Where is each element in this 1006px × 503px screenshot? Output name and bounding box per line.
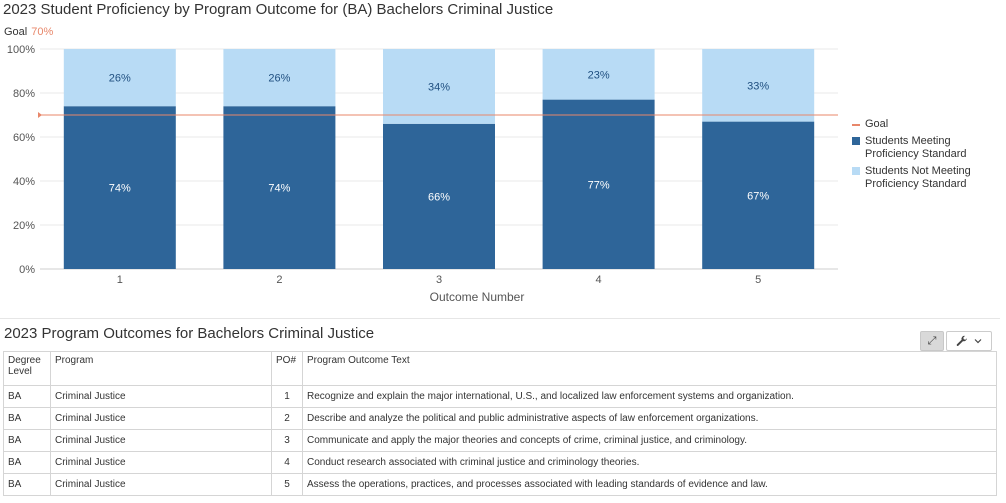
legend-item-meeting[interactable]: Students Meeting Proficiency Standard [852,135,985,161]
y-tick-label: 60% [13,132,35,144]
cell-degree-level: BA [3,451,51,474]
y-tick-label: 40% [13,176,35,188]
y-tick-label: 80% [13,88,35,100]
bar-meeting [383,123,495,269]
expand-icon: ⤢ [927,334,937,347]
data-label: 67% [747,190,769,202]
table-row: BA Criminal Justice 1 Recognize and expl… [3,385,997,408]
wrench-icon [956,335,967,346]
cell-program: Criminal Justice [50,407,272,430]
table-header-row: Degree Level Program PO# Program Outcome… [3,351,997,386]
header-program[interactable]: Program [50,351,272,386]
data-label: 77% [588,179,610,191]
cell-outcome-text: Conduct research associated with crimina… [302,451,997,474]
chart-title: 2023 Student Proficiency by Program Outc… [3,1,554,18]
legend-meeting-label: Students Meeting Proficiency Standard [865,135,967,160]
cell-program: Criminal Justice [50,385,272,408]
tools-dropdown-button[interactable] [946,331,992,351]
cell-po: 4 [271,451,303,474]
data-label: 23% [588,69,610,81]
goal-label-text: Goal [4,26,28,38]
cell-po: 2 [271,407,303,430]
chevron-down-icon [974,339,982,344]
cell-program: Criminal Justice [50,429,272,452]
legend-not-meeting-label: Students Not Meeting Proficiency Standar… [865,165,971,190]
legend-item-not-meeting[interactable]: Students Not Meeting Proficiency Standar… [852,165,985,191]
x-tick-label: 1 [117,274,123,286]
cell-outcome-text: Assess the operations, practices, and pr… [302,473,997,496]
table-row: BA Criminal Justice 2 Describe and analy… [3,407,997,430]
legend-not-meeting-swatch [852,167,860,175]
bar-meeting [223,106,336,269]
outcomes-panel: 2023 Program Outcomes for Bachelors Crim… [0,318,1000,503]
table-row: BA Criminal Justice 3 Communicate and ap… [3,429,997,452]
goal-marker [38,112,42,118]
data-label: 74% [109,183,131,195]
bar-not-meeting [223,49,336,107]
bar-not-meeting [383,49,495,124]
chart-legend: Goal Students Meeting Proficiency Standa… [852,118,985,195]
cell-po: 3 [271,429,303,452]
data-label: 26% [268,73,290,85]
legend-meeting-swatch [852,137,860,145]
legend-goal-swatch [852,124,860,126]
data-label: 66% [428,191,450,203]
bar-not-meeting [542,49,655,100]
goal-label: Goal 70% [4,26,53,38]
table-row: BA Criminal Justice 4 Conduct research a… [3,451,997,474]
cell-outcome-text: Recognize and explain the major internat… [302,385,997,408]
bar-meeting [63,106,176,269]
table-row: BA Criminal Justice 5 Assess the operati… [3,473,997,496]
cell-degree-level: BA [3,473,51,496]
outcomes-table: Degree Level Program PO# Program Outcome… [3,351,997,496]
cell-program: Criminal Justice [50,473,272,496]
header-degree-level[interactable]: Degree Level [3,351,51,386]
cell-outcome-text: Describe and analyze the political and p… [302,407,997,430]
data-label: 33% [747,80,769,92]
x-axis-label: Outcome Number [430,290,525,304]
x-tick-label: 4 [596,274,602,286]
header-po[interactable]: PO# [271,351,303,386]
x-tick-label: 3 [436,274,442,286]
y-tick-label: 100% [7,44,35,56]
data-label: 26% [109,73,131,85]
data-label: 34% [428,81,450,93]
x-tick-label: 5 [755,274,761,286]
x-tick-label: 2 [276,274,282,286]
bar-chart: 0% 20% 40% 60% 80% 100% 74% 26% 1 74% 26% 2 66% 34% 3 7… [7,44,838,304]
bar-meeting [542,99,655,269]
bar-not-meeting [702,49,815,122]
cell-outcome-text: Communicate and apply the major theories… [302,429,997,452]
data-label: 74% [268,183,290,195]
y-tick-label: 0% [19,264,35,276]
legend-item-goal[interactable]: Goal [852,118,985,131]
table-title: 2023 Program Outcomes for Bachelors Crim… [4,325,375,342]
bar-not-meeting [63,49,176,107]
cell-degree-level: BA [3,407,51,430]
y-tick-label: 20% [13,220,35,232]
cell-program: Criminal Justice [50,451,272,474]
cell-po: 5 [271,473,303,496]
cell-degree-level: BA [3,385,51,408]
goal-value: 70% [31,26,54,38]
cell-degree-level: BA [3,429,51,452]
legend-goal-label: Goal [865,118,889,130]
expand-button[interactable]: ⤢ [920,331,944,351]
cell-po: 1 [271,385,303,408]
header-outcome-text[interactable]: Program Outcome Text [302,351,997,386]
bar-meeting [702,121,815,269]
